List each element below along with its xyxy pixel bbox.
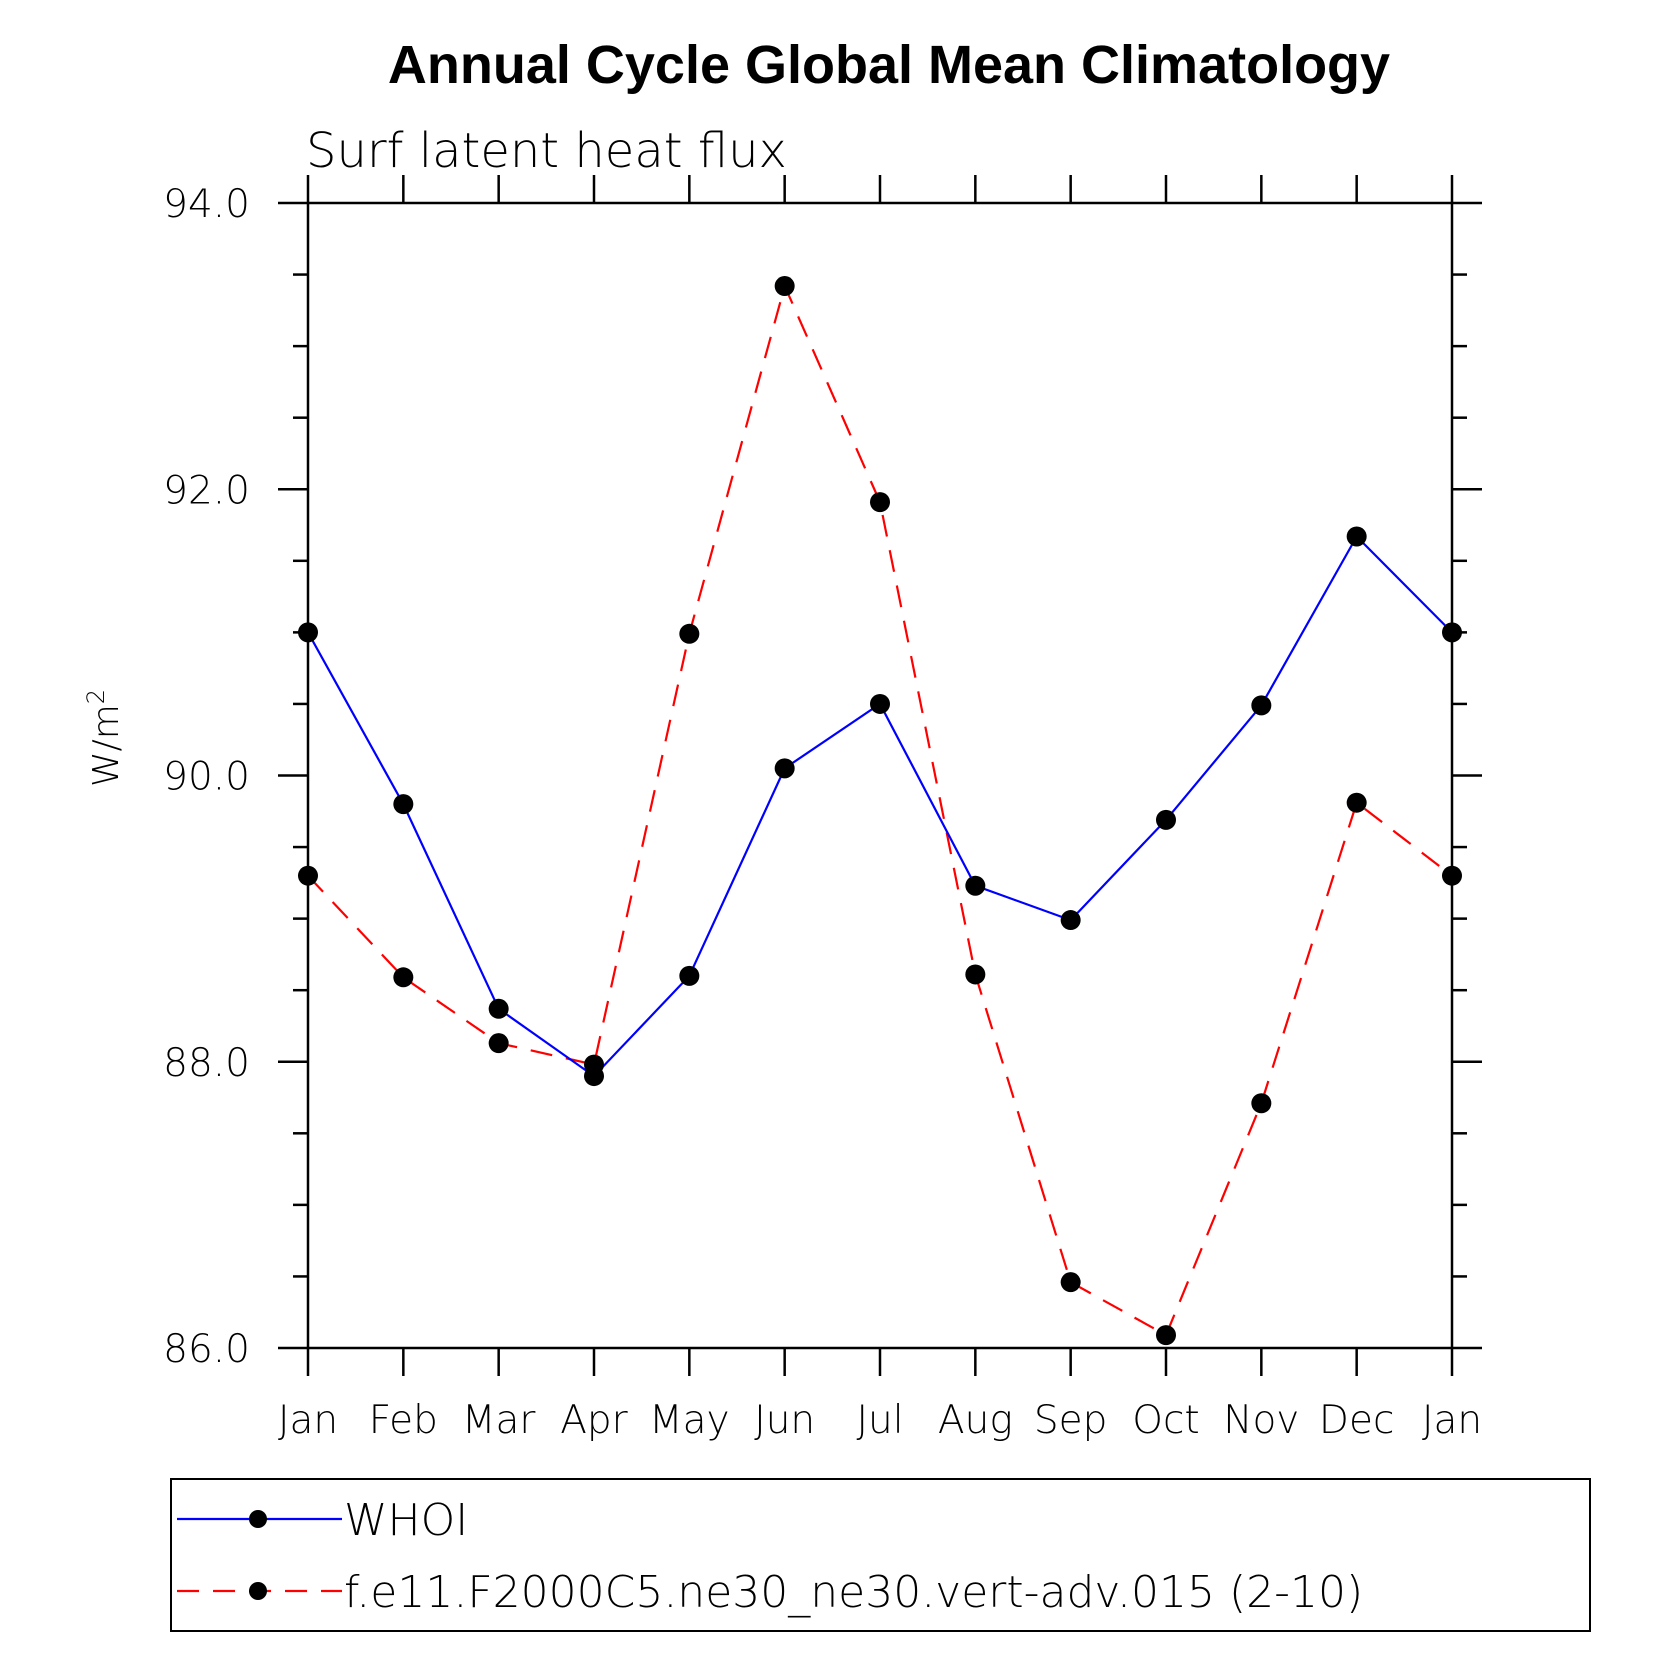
data-point-model — [774, 276, 795, 297]
x-tick-label: Jan — [1422, 1398, 1482, 1443]
data-point-model — [1251, 1093, 1272, 1114]
legend-marker-whoi — [249, 1510, 267, 1528]
x-tick-label: Jun — [754, 1398, 815, 1443]
legend: WHOI f.e11.F2000C5.ne30_ne30.vert-adv.01… — [170, 1478, 1591, 1632]
data-point-whoi — [965, 875, 986, 896]
data-point-model — [679, 623, 700, 644]
y-tick-labels: 86.0 88.0 90.0 92.0 94.0 — [163, 182, 250, 1372]
y-tick-label: 86.0 — [163, 1327, 250, 1372]
x-tick-label: Mar — [462, 1398, 536, 1443]
chart-subtitle: Surf latent heat flux — [306, 123, 787, 179]
y-tick-label: 90.0 — [163, 755, 250, 800]
data-point-model — [393, 967, 414, 988]
series-line-whoi — [307, 534, 1453, 1078]
data-point-whoi — [1251, 695, 1272, 716]
data-point-whoi — [488, 998, 509, 1019]
data-point-whoi — [393, 794, 414, 815]
x-tick-label: Jan — [278, 1398, 338, 1443]
y-tick-label: 88.0 — [163, 1041, 250, 1086]
legend-label-whoi: WHOI — [344, 1495, 468, 1546]
y-tick-label: 92.0 — [163, 468, 250, 513]
series-layer — [298, 276, 1462, 1346]
data-point-model — [1060, 1272, 1081, 1293]
legend-label-model: f.e11.F2000C5.ne30_ne30.vert-adv.015 (2-… — [344, 1567, 1363, 1618]
data-point-model — [870, 492, 890, 513]
x-tick-label: Apr — [560, 1398, 627, 1443]
data-point-whoi — [870, 693, 890, 714]
data-point-whoi — [1346, 526, 1367, 547]
x-tick-label: Jul — [856, 1398, 903, 1443]
legend-marker-model — [249, 1582, 267, 1600]
y-tick-label: 94.0 — [163, 182, 250, 227]
x-tick-label: Oct — [1132, 1398, 1199, 1443]
x-tick-label: Sep — [1034, 1398, 1108, 1443]
y-axis-label-superscript: 2 — [82, 689, 110, 704]
svg-text:W/m2: W/m2 — [82, 689, 127, 787]
data-point-model — [488, 1033, 509, 1054]
data-point-whoi — [679, 965, 700, 986]
x-tick-label: May — [649, 1398, 730, 1443]
data-point-whoi — [584, 1066, 604, 1087]
legend-box — [170, 1478, 1591, 1632]
x-tick-label: Feb — [369, 1398, 438, 1443]
y-axis-label: W/m — [86, 704, 127, 787]
data-point-whoi — [774, 758, 795, 779]
chart-title: Annual Cycle Global Mean Climatology — [388, 35, 1390, 95]
data-point-whoi — [1060, 910, 1081, 931]
data-point-whoi — [1156, 809, 1176, 830]
x-tick-label: Nov — [1223, 1398, 1299, 1443]
x-tick-label: Aug — [938, 1398, 1013, 1443]
series-line-model — [307, 282, 1453, 1337]
data-point-model — [965, 964, 986, 985]
plot-frame — [306, 201, 1454, 1350]
y-axis-title: W/m2 — [82, 689, 127, 787]
data-point-model — [1346, 792, 1367, 813]
x-tick-label: Dec — [1319, 1398, 1394, 1443]
axis-ticks — [278, 175, 1482, 1376]
x-tick-labels: Jan Feb Mar Apr May Jun Jul Aug Sep Oct Nov Dec Jan — [278, 1398, 1482, 1443]
data-point-model — [1156, 1325, 1176, 1346]
